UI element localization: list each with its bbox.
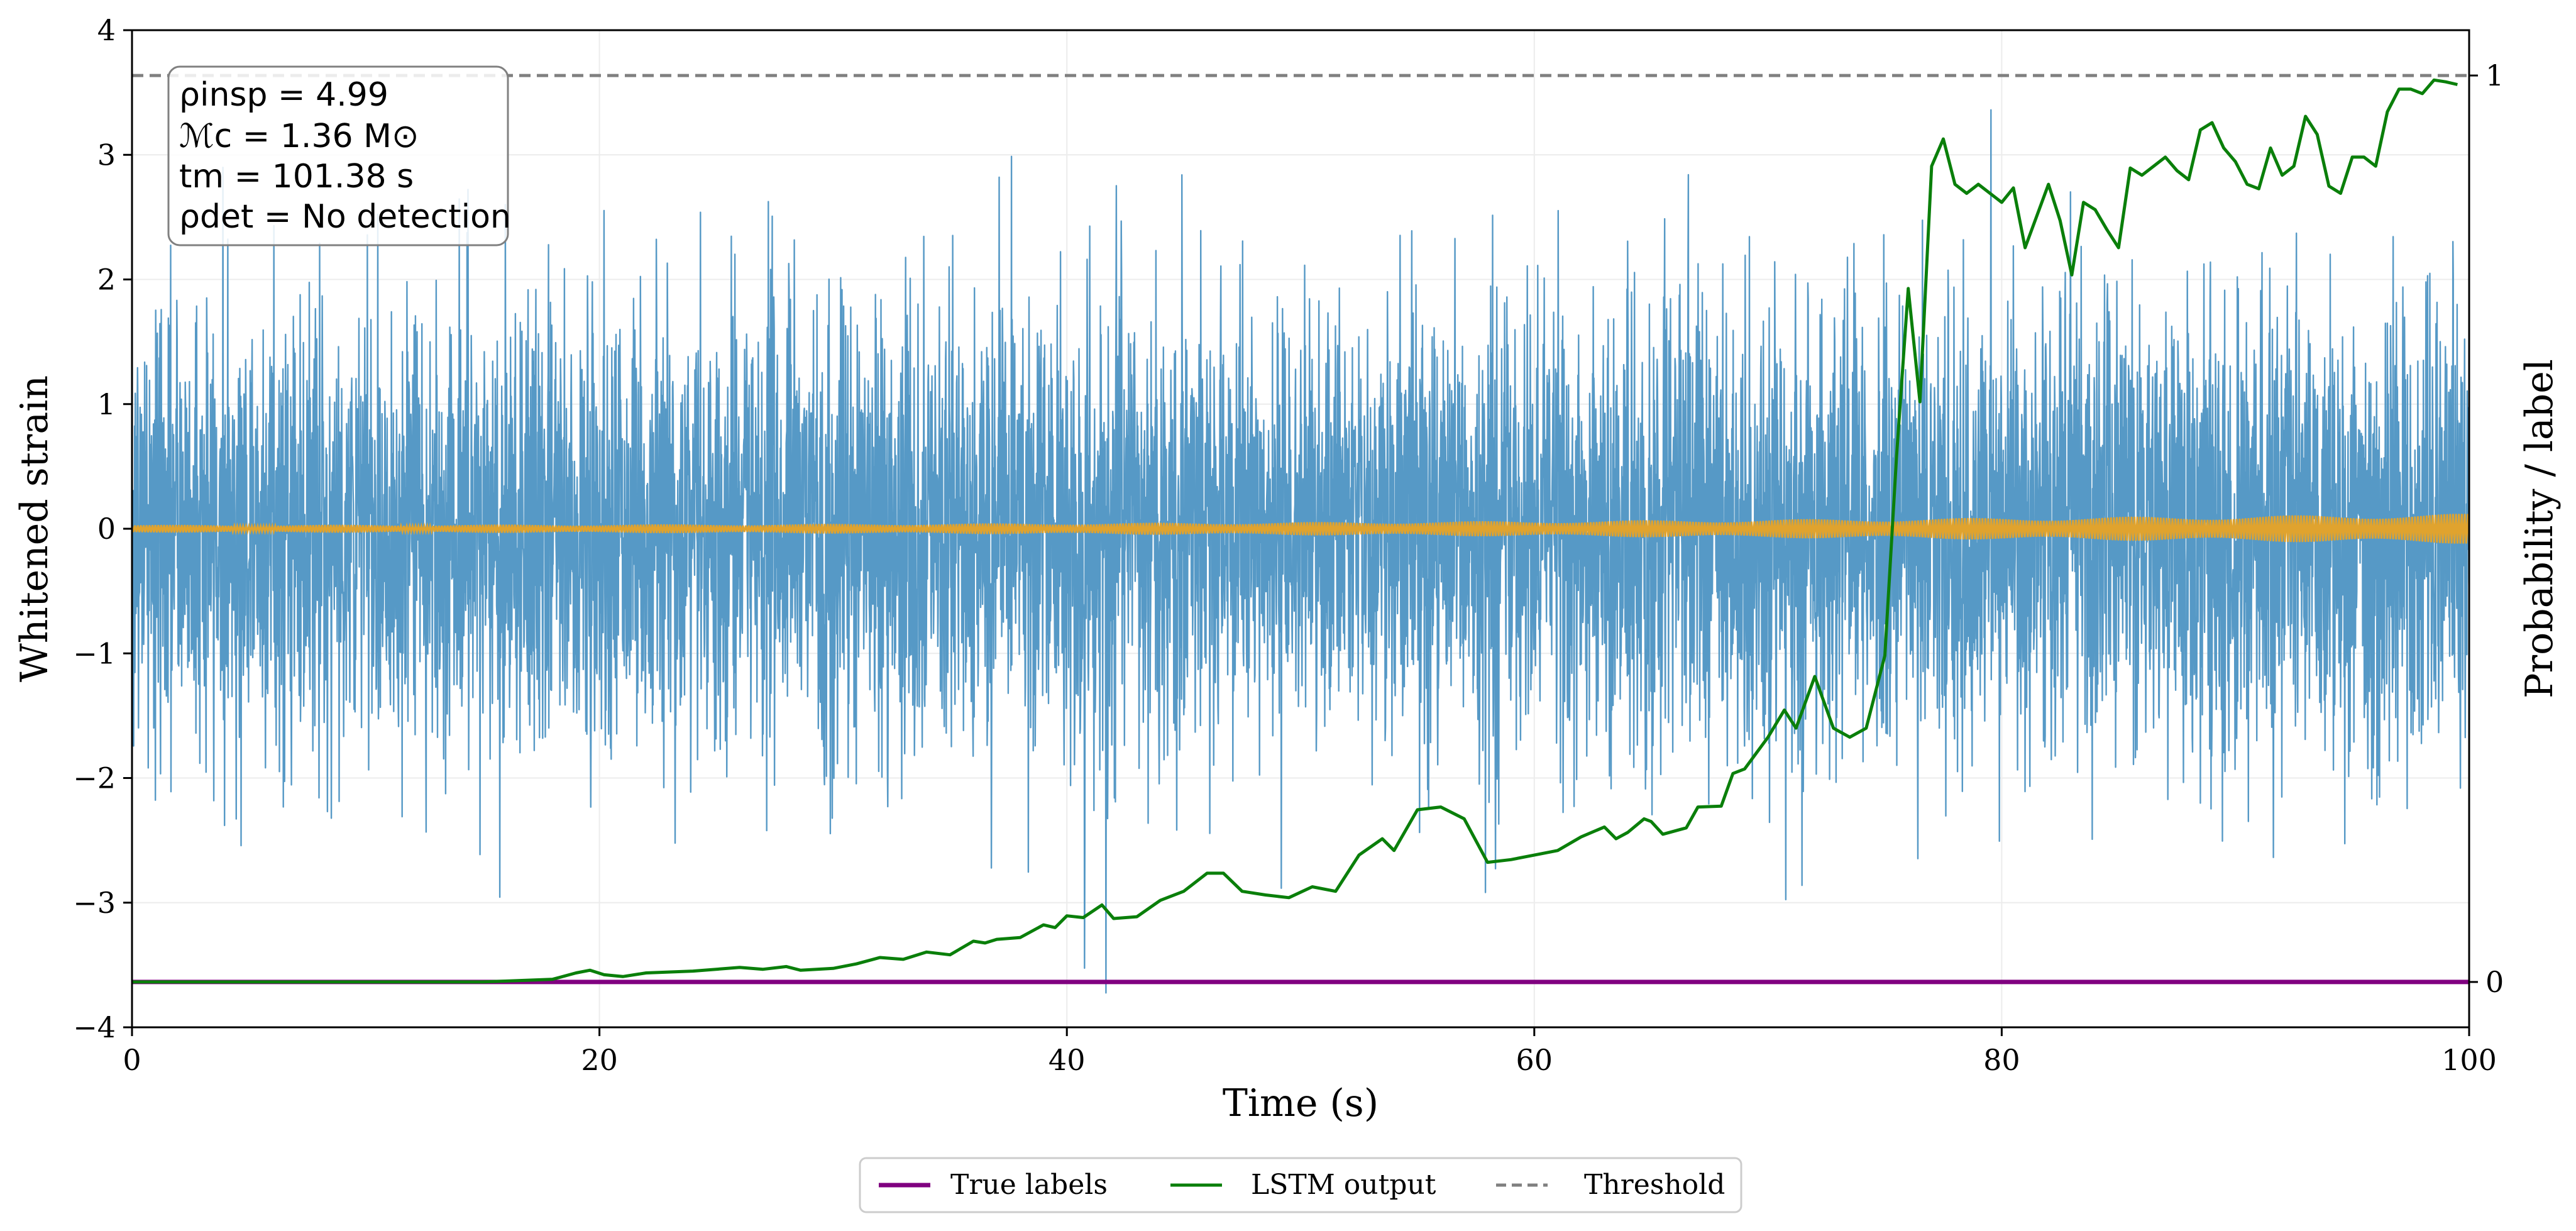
x-tick-label-1: 20 — [581, 1043, 618, 1077]
y-axis-left-title: Whitened strain — [13, 375, 57, 682]
y-left-tick-label-5: −1 — [73, 636, 116, 670]
x-tick-label-0: 0 — [123, 1043, 141, 1077]
legend: True labels LSTM output Threshold — [859, 1157, 1742, 1213]
y-left-tick-label-3: 1 — [97, 387, 116, 421]
legend-label-lstm-output: LSTM output — [1251, 1169, 1436, 1201]
y-left-tick-label-8: −4 — [73, 1010, 116, 1044]
probability-series — [132, 74, 2469, 985]
x-tick-label-5: 100 — [2441, 1043, 2497, 1077]
info-chirp-mass: ℳc = 1.36 M⊙ — [179, 118, 419, 155]
y-left-tick-label-1: 3 — [97, 138, 116, 172]
legend-label-threshold: Threshold — [1584, 1169, 1725, 1201]
legend-frame — [859, 1157, 1742, 1213]
lstm-output-line — [132, 78, 2458, 984]
template-line — [132, 514, 2469, 544]
y-left-tick-label-0: 4 — [97, 13, 116, 47]
y-left-tick-label-2: 2 — [97, 263, 116, 297]
info-rho-insp: ρinsp = 4.99 — [179, 76, 388, 114]
info-box: ρinsp = 4.99 ℳc = 1.36 M⊙ tm = 101.38 s … — [167, 65, 511, 246]
info-merger-time: tm = 101.38 s — [179, 158, 414, 196]
x-tick-label-3: 60 — [1516, 1043, 1553, 1077]
y-left-tick-label-6: −2 — [73, 761, 116, 795]
strain-line — [132, 109, 2469, 994]
y-left-tick-label-4: 0 — [97, 512, 116, 546]
y-axis-right-title: Probability / label — [2518, 359, 2562, 698]
y-left-tick-label-7: −3 — [73, 886, 116, 920]
y-right-tick-label-1: 1 — [2485, 58, 2504, 92]
legend-label-true-labels: True labels — [950, 1169, 1108, 1201]
strain-trace — [132, 109, 2469, 994]
y-right-tick-label-0: 0 — [2485, 965, 2504, 999]
x-tick-label-4: 80 — [1983, 1043, 2020, 1077]
template-trace — [132, 514, 2469, 544]
x-tick-label-2: 40 — [1049, 1043, 1086, 1077]
info-box-frame — [167, 65, 509, 246]
info-rho-det: ρdet = No detection — [179, 198, 511, 236]
x-axis-title: Time (s) — [1223, 1081, 1379, 1125]
